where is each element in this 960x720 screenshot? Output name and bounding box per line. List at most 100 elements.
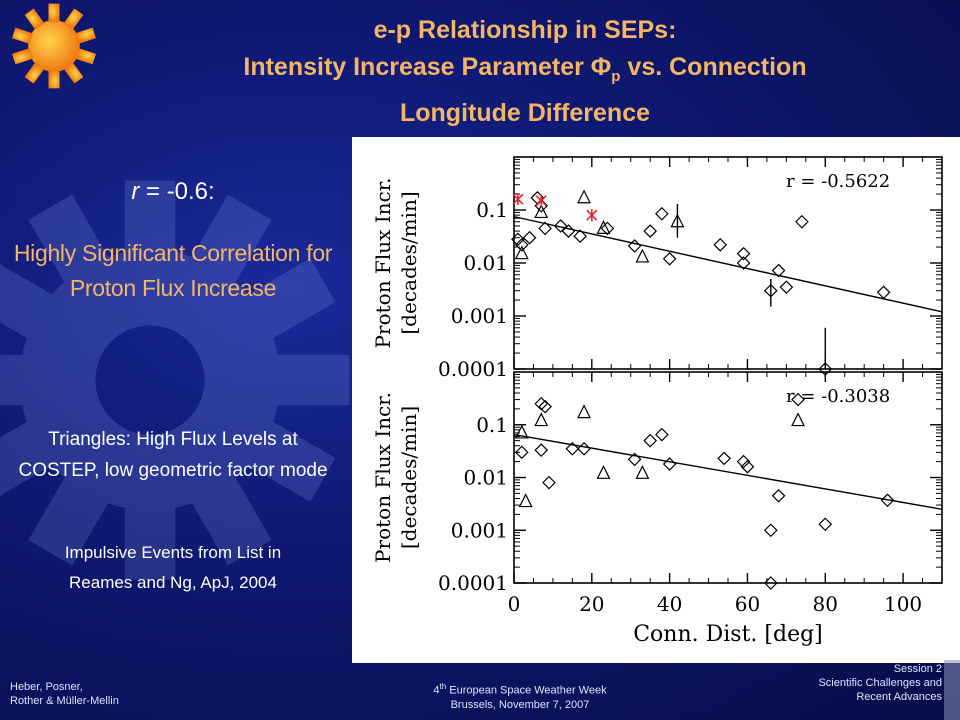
footer-event: 4th European Space Weather Week Brussels… bbox=[360, 680, 680, 712]
r-symbol: r bbox=[131, 178, 140, 205]
correlation-value: r = -0.6: bbox=[8, 178, 338, 206]
data-point-triangle bbox=[791, 412, 806, 427]
r-value: = -0.6: bbox=[139, 178, 215, 205]
data-point-diamond bbox=[542, 475, 556, 490]
data-point-diamond bbox=[662, 251, 677, 266]
fit-line bbox=[513, 215, 943, 313]
data-point-triangle bbox=[635, 248, 650, 263]
y-tick-label: 0.0001 bbox=[438, 571, 508, 595]
x-tick-label: 0 bbox=[508, 592, 521, 616]
data-point-diamond bbox=[511, 232, 525, 247]
y-tick-label: 0.1 bbox=[476, 413, 508, 437]
data-point-cross bbox=[586, 209, 598, 222]
title-line-2-tail: vs. Connection bbox=[620, 53, 807, 81]
y-axis-label: Proton Flux Incr. [decades/min] bbox=[371, 178, 421, 349]
title-line-3: Longitude Difference bbox=[399, 99, 650, 127]
data-point-diamond bbox=[538, 221, 552, 236]
data-point-triangle bbox=[577, 404, 592, 419]
data-point-triangle bbox=[596, 220, 611, 234]
data-point-triangle bbox=[514, 245, 529, 260]
data-point-cross bbox=[535, 194, 547, 207]
footer-event-name: European Space Weather Week bbox=[446, 684, 607, 697]
data-point-triangle bbox=[514, 424, 529, 439]
footer-session-line-3: Recent Advances bbox=[856, 691, 942, 703]
y-tick-label: 0.01 bbox=[463, 251, 508, 275]
y-axis-label: Proton Flux Incr. [decades/min] bbox=[371, 392, 421, 563]
slide-title: e-p Relationship in SEPs: Intensity Incr… bbox=[110, 12, 940, 132]
x-tick-label: 40 bbox=[657, 592, 682, 616]
data-point-cross bbox=[512, 193, 524, 206]
data-point-diamond bbox=[577, 441, 591, 456]
data-point-diamond bbox=[573, 229, 587, 244]
y-tick-label: 0.001 bbox=[451, 304, 508, 328]
data-point-diamond bbox=[643, 433, 658, 448]
data-point-diamond bbox=[565, 441, 580, 456]
data-point-diamond bbox=[600, 221, 615, 236]
data-point-diamond bbox=[655, 427, 669, 442]
footer-authors-line-1: Heber, Posner, bbox=[10, 681, 83, 693]
data-point-diamond bbox=[736, 454, 751, 469]
title-line-2-text: Intensity Increase Parameter Φ bbox=[243, 53, 612, 81]
data-point-diamond bbox=[662, 457, 677, 471]
y-tick-label: 0.1 bbox=[476, 198, 508, 222]
title-subscript: p bbox=[611, 68, 621, 85]
sun-gear-logo-icon bbox=[12, 3, 96, 89]
data-point-diamond bbox=[771, 488, 786, 503]
data-point-diamond bbox=[736, 256, 751, 270]
data-point-triangle bbox=[670, 213, 685, 228]
data-point-triangle bbox=[577, 189, 592, 204]
x-tick-label: 60 bbox=[735, 592, 760, 616]
data-point-diamond bbox=[534, 443, 549, 457]
footer-event-line-2: Brussels, November 7, 2007 bbox=[450, 698, 590, 711]
impulsive-line-2: Reames and Ng, ApJ, 2004 bbox=[69, 573, 277, 592]
data-point-diamond bbox=[538, 399, 552, 414]
data-point-diamond bbox=[876, 285, 891, 300]
background-gear-icon bbox=[0, 180, 350, 580]
chart-panel: 0.1 0.01 0.001 0.0001 Proton Flux Incr. [deca… bbox=[352, 137, 960, 663]
data-point-diamond bbox=[740, 459, 755, 474]
data-point-diamond bbox=[818, 517, 833, 532]
data-point-diamond bbox=[717, 451, 731, 466]
data-point-diamond bbox=[514, 238, 529, 252]
footer-session: Session 2 Scientific Challenges and Rece… bbox=[818, 662, 942, 704]
scatter-plots: 0.1 0.01 0.001 0.0001 Proton Flux Incr. [deca… bbox=[371, 156, 943, 647]
data-point-diamond bbox=[553, 219, 568, 233]
data-point-triangle bbox=[534, 412, 549, 427]
title-line-2: Intensity Increase Parameter Φp vs. Conn… bbox=[110, 49, 940, 95]
data-point-diamond bbox=[736, 246, 751, 261]
y-tick-label: 0.01 bbox=[463, 466, 508, 490]
data-point-triangle bbox=[534, 204, 549, 219]
y-tick-label: 0.001 bbox=[451, 518, 508, 542]
data-point-diamond bbox=[763, 283, 778, 298]
x-tick-label: 80 bbox=[813, 592, 838, 616]
footer-session-line-2: Scientific Challenges and bbox=[818, 677, 942, 689]
footer-authors: Heber, Posner, Rother & Müller-Mellin bbox=[10, 680, 119, 708]
impulsive-line-1: Impulsive Events from List in bbox=[64, 543, 282, 562]
data-point-diamond bbox=[795, 214, 809, 229]
data-point-diamond bbox=[514, 445, 529, 460]
corner-scroll-strip bbox=[944, 660, 960, 720]
triangles-note: Triangles: High Flux Levels at COSTEP, l… bbox=[18, 429, 328, 481]
title-line-1: e-p Relationship in SEPs: bbox=[373, 16, 677, 44]
correlation-annotation: r = -0.5622 bbox=[786, 171, 890, 192]
y-tick-label: 0.0001 bbox=[438, 357, 508, 381]
data-point-diamond bbox=[880, 493, 895, 508]
impulsive-note: Impulsive Events from List in Reames and… bbox=[8, 538, 338, 598]
significance-text: Highly Significant Correlation for Proto… bbox=[13, 240, 333, 301]
data-point-diamond bbox=[779, 280, 794, 295]
footer-ordinal-suffix: th bbox=[439, 682, 447, 691]
x-axis-label: Conn. Dist. [deg] bbox=[633, 622, 823, 647]
correlation-annotation: r = -0.3038 bbox=[786, 386, 890, 407]
data-point-diamond bbox=[534, 396, 549, 411]
footer-event-line-1: 4th European Space Weather Week bbox=[360, 680, 680, 698]
footer-session-line-1: Session 2 bbox=[893, 663, 942, 675]
data-point-triangle bbox=[635, 464, 650, 479]
data-point-triangle bbox=[596, 464, 611, 479]
footer-authors-line-2: Rother & Müller-Mellin bbox=[10, 695, 119, 707]
data-point-diamond bbox=[627, 452, 642, 467]
data-point-triangle bbox=[518, 493, 533, 508]
data-point-diamond bbox=[713, 238, 728, 252]
x-tick-label: 100 bbox=[884, 592, 922, 616]
fit-line bbox=[513, 433, 943, 510]
data-point-diamond bbox=[643, 224, 658, 238]
